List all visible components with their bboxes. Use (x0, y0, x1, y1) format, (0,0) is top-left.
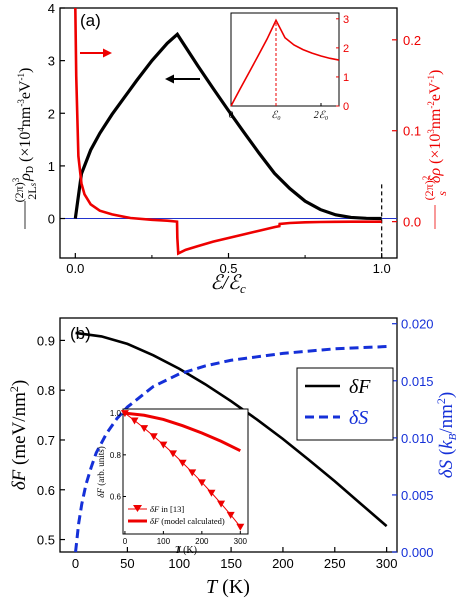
inset-b-x-tick-label: 300 (234, 537, 248, 546)
panel-b-y-right-label: δS (kB/nm2) (434, 392, 459, 478)
inset-a-x-tick-label: 0 (229, 110, 234, 121)
panel-b-frame (59, 317, 398, 553)
panel-a-y-left-tick-label: 2 (48, 106, 55, 121)
inset-b-marker (149, 433, 158, 441)
panel-a-y-left-tick-label: 4 (48, 1, 55, 16)
panel-b-y-right-tick-label: 0.010 (401, 431, 434, 446)
inset-b-x-tick-label: 200 (195, 537, 209, 546)
inset-b-y-tick-label: 0.8 (110, 451, 122, 460)
panel-a-y-right-label: (2π)2sδρ (×103nm-2eV-1) (421, 70, 449, 229)
black-arrow-left (165, 74, 200, 84)
panel-a-x-tick-label: 0.0 (66, 261, 84, 276)
panel-b-legend: δF δS (296, 367, 394, 441)
inset-b-marker (169, 450, 177, 458)
panel-b-label: (b) (70, 324, 91, 343)
inset-b-y-label: δF (arb. units) (96, 446, 106, 497)
svg-text:δF (model calculated): δF (model calculated) (150, 516, 225, 526)
inset-b-marker (217, 500, 226, 508)
panel-b-y-left-tick-label: 0.6 (37, 483, 55, 498)
panel-b-y-right-tick-label: 0.000 (401, 545, 434, 560)
inset-b-legend: δF in [13] δF (model calculated) (128, 504, 225, 526)
panel-a-x-tick-label: 1.0 (373, 261, 391, 276)
inset-b-x-tick-label: 0 (123, 537, 128, 546)
inset-b-marker (207, 489, 216, 497)
inset-b-x-label: T (K) (175, 545, 197, 556)
legend-deltaF: δF (349, 376, 371, 398)
panel-b-y-left-tick-label: 0.8 (37, 383, 55, 398)
panel-b-y-right-tick-label: 0.005 (401, 488, 434, 503)
panel-b-y-left-tick-label: 0.5 (37, 533, 55, 548)
panel-b: 0 50 100 150 200 250 300 0.5 0.6 0.7 0.8 0.9 0.000… (7, 317, 459, 598)
inset-a-red-curve (230, 18, 340, 107)
panel-b-y-left-tick-label: 0.9 (37, 333, 55, 348)
panel-a-x-label: ℰ/ℰc (210, 272, 246, 296)
panel-b-y-right-tick-label: 0.015 (401, 374, 434, 389)
svg-text:δF in [13]: δF in [13] (150, 504, 184, 514)
panel-a-label: (a) (80, 11, 101, 30)
inset-a-x-tick-label: ℰ₀ (271, 110, 281, 121)
inset-b-y-tick-label: 0.6 (110, 493, 122, 502)
inset-b-marker (130, 417, 139, 425)
inset-b-marker (178, 459, 187, 467)
inset-b-y-tick-label: 1.0 (110, 409, 122, 418)
inset-b-marker (236, 523, 245, 531)
inset-b-marker (226, 511, 235, 519)
inset-b-x-tick-label: 100 (157, 537, 171, 546)
panel-b-x-tick-label: 0 (72, 556, 79, 571)
panel-b-x-label: T (K) (206, 576, 250, 598)
panel-b-y-left-tick-label: 0.7 (37, 433, 55, 448)
legend-deltaS: δS (349, 407, 368, 429)
inset-b-marker (159, 441, 168, 449)
inset-a-x-tick-label: 2ℰ₀ (314, 110, 329, 121)
panel-b-x-tick-label: 100 (168, 556, 190, 571)
inset-b-marker (188, 469, 197, 477)
red-arrow-right (80, 48, 112, 58)
panel-a-red-curve (74, 7, 382, 256)
panel-a-y-left-label: (2π)32LsρD (×104nm-3eV-1) (11, 68, 39, 229)
panel-a-y-left-tick-label: 3 (48, 54, 55, 69)
panel-a-y-left-tick-label: 0 (48, 212, 55, 227)
panel-b-y-right-tick-label: 0.020 (401, 317, 434, 332)
panel-b-x-tick-label: 250 (324, 556, 346, 571)
inset-b-marker (140, 425, 149, 433)
inset-b-model-curve (124, 411, 241, 453)
panel-a-black-curve (73, 31, 382, 221)
panel-a: 0.0 0.5 1.0 0 1 2 3 4 0.0 0.1 0.2 (a) 0 ℰ₀ 2ℰ₀ 0 1 2… (11, 1, 449, 296)
panel-b-x-tick-label: 50 (120, 556, 134, 571)
panel-b-deltaS-curve (74, 345, 387, 553)
panel-a-y-right-tick-label: 0.1 (403, 124, 421, 139)
inset-a-y-tick-label: 1 (343, 72, 349, 84)
panel-a-y-right-tick-label: 0.0 (403, 215, 421, 230)
panel-a-inset: 0 ℰ₀ 2ℰ₀ 0 1 2 3 (229, 12, 349, 121)
panel-b-x-tick-label: 200 (272, 556, 294, 571)
panel-b-y-left-label: δF (meV/nm2) (7, 380, 30, 490)
panel-b-inset: 0 100 200 300 0.6 0.8 1.0 δF in [13] δF (mode… (96, 408, 249, 556)
panel-a-y-right-tick-label: 0.2 (403, 33, 421, 48)
svg-text:(2π)32LsρD (×104nm-3eV-1): (2π)32LsρD (×104nm-3eV-1) (11, 68, 39, 203)
panel-b-x-tick-label: 150 (220, 556, 242, 571)
panel-a-y-left-tick-label: 1 (48, 159, 55, 174)
panel-a-x-tick-label: 0.5 (219, 261, 237, 276)
inset-a-y-tick-label: 0 (343, 101, 349, 113)
panel-b-deltaF-curve (75, 331, 388, 528)
inset-b-marker (197, 479, 206, 487)
inset-a-y-tick-label: 3 (343, 14, 349, 26)
panel-b-x-tick-label: 300 (376, 556, 398, 571)
inset-a-y-tick-label: 2 (343, 43, 349, 55)
svg-text:(2π)2sδρ (×103nm-2eV-1): (2π)2sδρ (×103nm-2eV-1) (421, 70, 449, 201)
